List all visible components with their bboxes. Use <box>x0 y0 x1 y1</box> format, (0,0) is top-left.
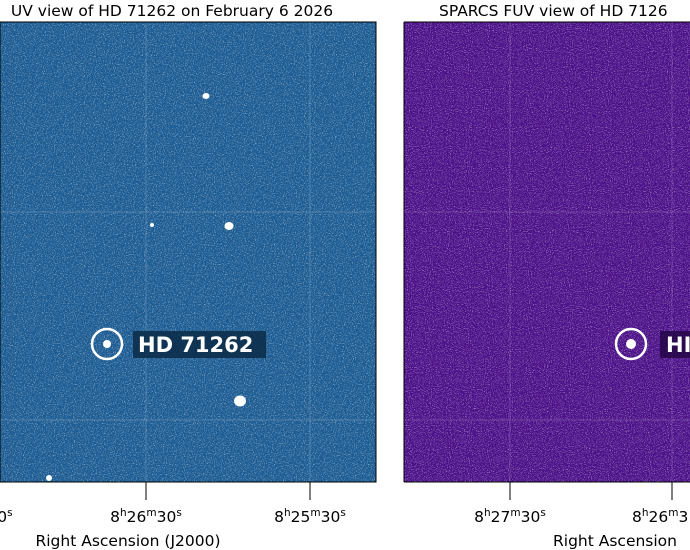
right-x-axis: 8h27m30s 8h26m3 Right Ascension <box>474 482 688 550</box>
left-panel: UV view of HD 71262 on February 6 2026 H… <box>0 2 377 550</box>
x-tick-label: 8h26m3 <box>632 507 688 526</box>
right-grid <box>404 22 690 482</box>
target-marker-circle <box>614 327 648 361</box>
right-panel: SPARCS FUV view of HD 7126 HI 8h27m30s <box>403 2 690 550</box>
x-tick-label: 8h26m30s <box>110 507 182 526</box>
x-tick-label: 30s <box>0 507 13 526</box>
target-marker-circle <box>90 327 124 361</box>
target-label: HD 71262 <box>138 333 253 357</box>
star <box>234 395 246 407</box>
left-x-axis-label: Right Ascension (J2000) <box>35 532 220 550</box>
right-x-axis-label: Right Ascension <box>553 532 677 550</box>
left-panel-title: UV view of HD 71262 on February 6 2026 <box>11 2 333 20</box>
star <box>224 222 234 230</box>
left-stars <box>46 93 246 481</box>
right-panel-title: SPARCS FUV view of HD 7126 <box>439 2 668 20</box>
target-star <box>626 339 636 349</box>
right-image-noise <box>404 22 690 482</box>
star <box>150 223 154 227</box>
x-tick-label: 8h27m30s <box>474 507 546 526</box>
star <box>46 475 52 481</box>
target-label: HI <box>666 333 690 357</box>
left-grid <box>0 22 376 482</box>
x-tick-label: 8h25m30s <box>274 507 346 526</box>
target-label-box <box>133 331 266 358</box>
star <box>202 93 210 99</box>
left-x-axis: 30s 8h26m30s 8h25m30s Right Ascension (J… <box>0 482 346 550</box>
target-star <box>103 340 111 348</box>
left-image-frame <box>0 21 377 483</box>
left-image-noise <box>0 22 376 482</box>
target-label-box <box>660 331 690 358</box>
